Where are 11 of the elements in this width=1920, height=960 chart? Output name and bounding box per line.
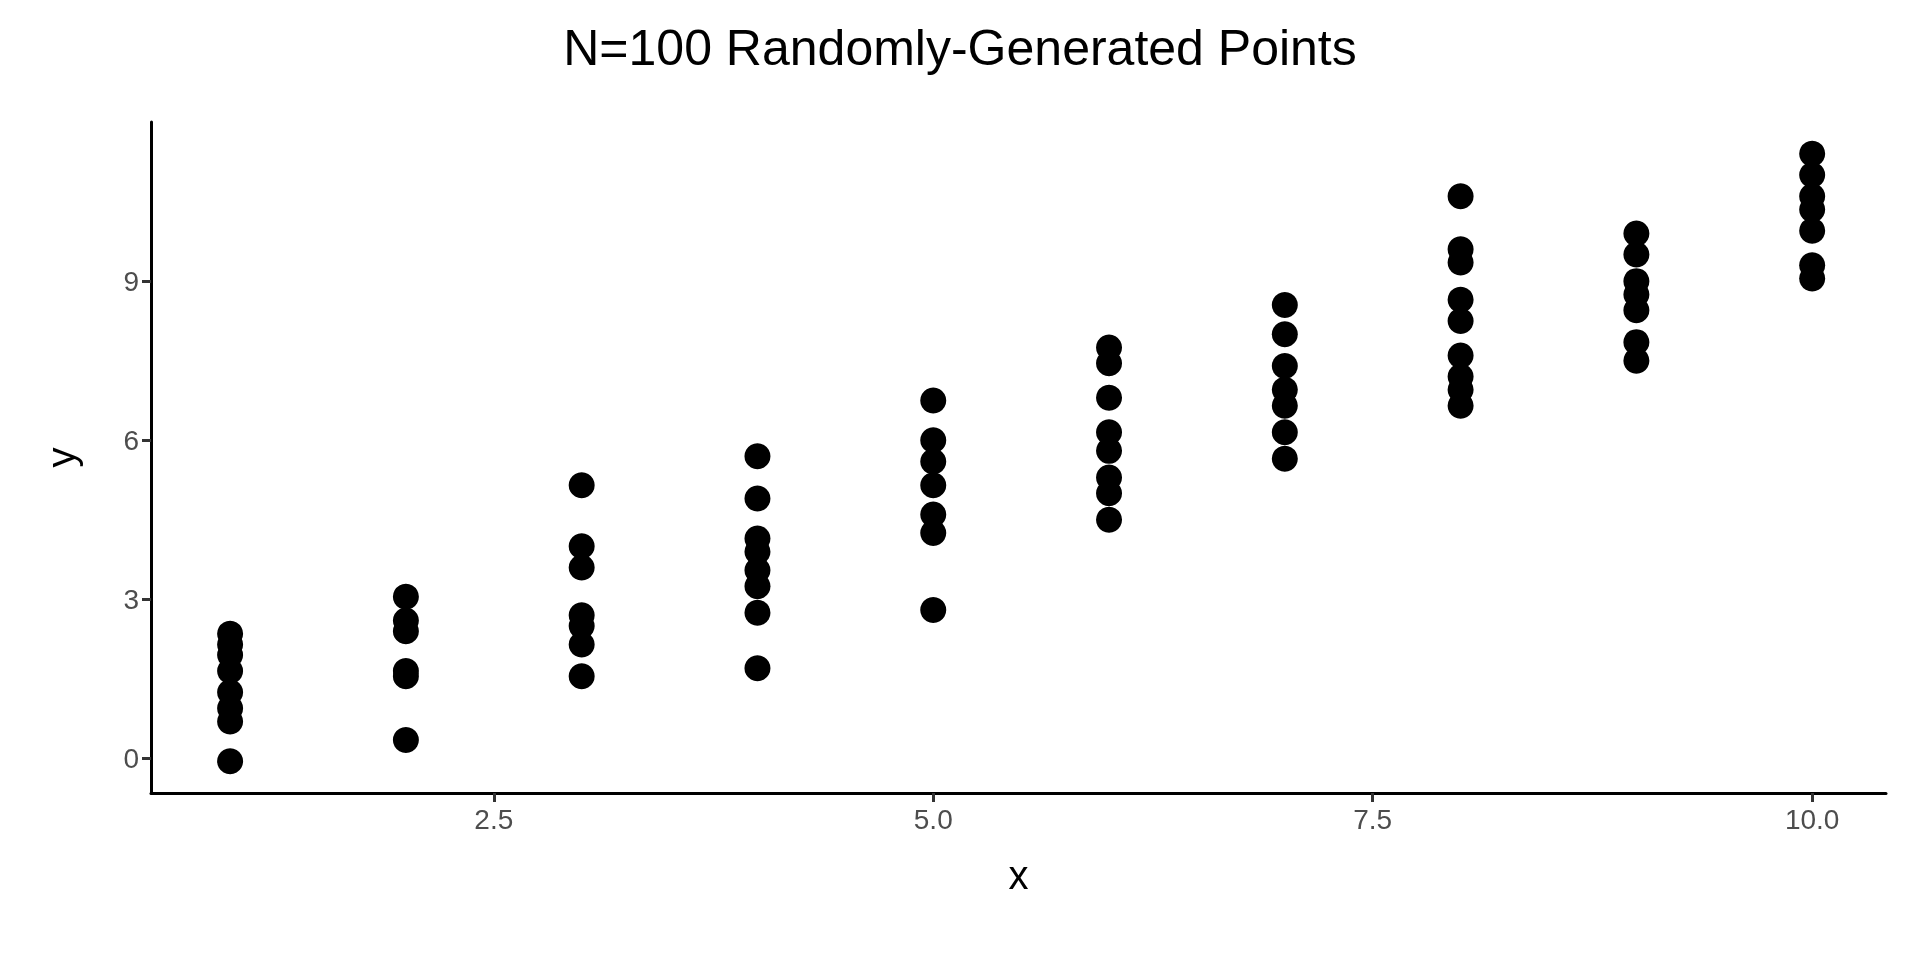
x-tick-label: 2.5 bbox=[474, 803, 514, 835]
chart-title: N=100 Randomly-Generated Points bbox=[563, 20, 1357, 76]
y-tick-label: 3 bbox=[123, 583, 139, 615]
y-axis-title: y bbox=[39, 447, 83, 468]
y-tick-label: 9 bbox=[123, 265, 139, 297]
x-axis-title: x bbox=[1008, 853, 1029, 897]
x-tick-label: 10.0 bbox=[1784, 803, 1840, 835]
y-tick-label: 6 bbox=[123, 424, 139, 456]
y-tick-label: 0 bbox=[123, 743, 139, 775]
x-tick-label: 7.5 bbox=[1353, 803, 1393, 835]
x-tick-label: 5.0 bbox=[913, 803, 953, 835]
